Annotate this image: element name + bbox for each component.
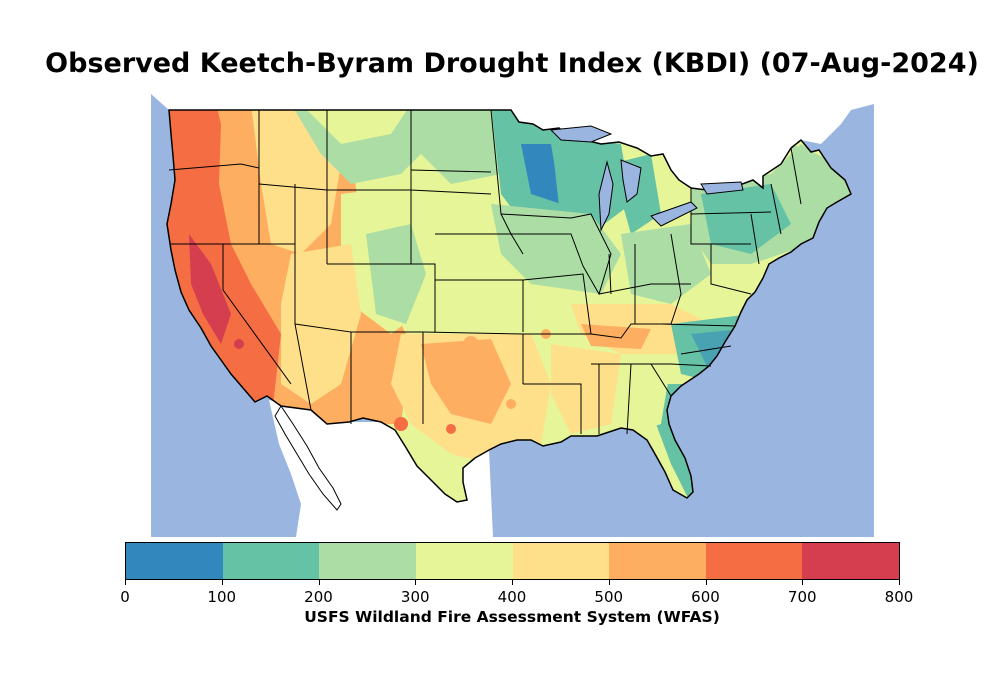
colorbar-tick [318, 580, 320, 585]
colorbar-tick [608, 580, 610, 585]
map-title: Observed Keetch-Byram Drought Index (KBD… [45, 48, 979, 79]
colorbar-bin-4 [512, 543, 610, 579]
mexico-land [269, 400, 493, 537]
colorbar-label: USFS Wildland Fire Assessment System (WF… [304, 608, 720, 626]
colorbar-bin-3 [415, 543, 513, 579]
colorbar-bin-5 [609, 543, 706, 579]
state-boundaries [168, 109, 802, 435]
colorbar-bin-6 [705, 543, 803, 579]
colorbar-tick [221, 580, 223, 585]
colorbar-tick-label: 0 [120, 588, 130, 606]
colorbar-tick [802, 580, 804, 585]
colorbar-bin-0 [126, 543, 223, 579]
colorbar-tick [899, 580, 900, 585]
colorbar-tick-label: 500 [594, 588, 624, 606]
colorbar-tick-label: 100 [207, 588, 237, 606]
colorbar-tick-label: 200 [304, 588, 333, 606]
colorbar-tick [705, 580, 707, 585]
canada-land [151, 84, 874, 190]
colorbar-tick-label: 600 [691, 588, 720, 606]
colorbar-bin-1 [222, 543, 320, 579]
colorbar-tick [512, 580, 513, 585]
colorbar-bin-7 [802, 543, 899, 579]
colorbar-tick-label: 400 [497, 588, 527, 606]
colorbar-bin-2 [319, 543, 416, 579]
great-lakes [549, 125, 744, 232]
colorbar-tick [415, 580, 417, 585]
colorbar [125, 542, 900, 580]
kbdi-map [151, 84, 874, 537]
colorbar-tick-label: 800 [884, 588, 914, 606]
colorbar-tick-label: 300 [400, 588, 430, 606]
colorbar-tick-label: 700 [787, 588, 817, 606]
colorbar-tick [125, 580, 126, 585]
baja-peninsula [274, 405, 342, 511]
